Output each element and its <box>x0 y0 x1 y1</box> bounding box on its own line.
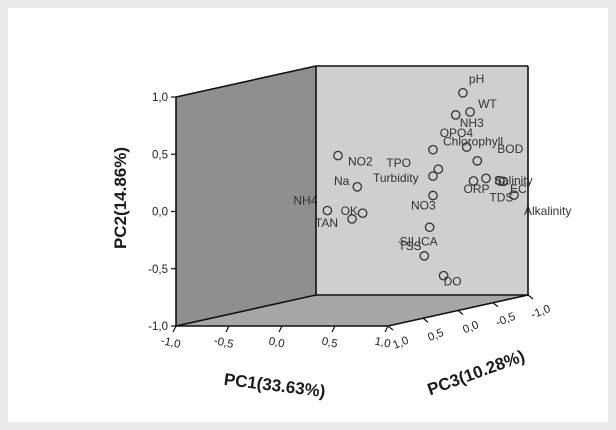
x-tick-mark <box>331 325 336 333</box>
data-point-wt <box>465 107 475 117</box>
data-point-no2 <box>333 150 343 161</box>
point-label-silica: SILICA <box>400 234 438 248</box>
data-point-no3 <box>428 190 438 201</box>
edge-left-top <box>175 65 317 98</box>
x-axis-title: PC1(33.63%) <box>223 370 327 401</box>
point-label-orp: ORP <box>464 182 490 196</box>
y-axis-title: PC2(14.86%) <box>111 147 130 249</box>
y-tick-label: 1,0 <box>152 92 168 104</box>
z-tick-label: -1,0 <box>529 303 552 322</box>
point-label-no2: NO2 <box>348 155 373 169</box>
data-point-silica <box>424 222 435 233</box>
data-point-chlorophyll <box>428 144 438 155</box>
z-tick-label: 1,0 <box>391 335 410 352</box>
data-point-ph <box>458 87 468 98</box>
edge-right-bottom <box>387 294 529 327</box>
edge-left-bottom <box>175 294 317 327</box>
pca-3d-loading-plot: -1,0-0,50,00,51,0-1,0 -0,5 0,0 0,5 1,0 1,0 0,5… <box>111 65 571 401</box>
z-tick-label: 0,5 <box>426 327 445 344</box>
data-point-salinity <box>481 173 491 184</box>
point-label-tds: TDS <box>489 190 513 204</box>
data-point-opo4 <box>461 142 472 152</box>
y-tick-label: -0,5 <box>148 264 168 276</box>
x-tick-mark <box>278 325 283 333</box>
point-label-ph: pH <box>469 72 484 86</box>
data-point-alkalinity <box>509 190 519 200</box>
point-label-tss: TSS <box>398 239 421 253</box>
data-point-ec <box>495 176 505 186</box>
point-label-na: Na <box>334 174 350 188</box>
x-tick-label: 0,0 <box>268 336 286 351</box>
point-label-tpo: TPO <box>386 156 411 170</box>
floor <box>176 295 528 326</box>
back-wall <box>316 66 528 295</box>
point-label-ec: EC <box>510 182 527 196</box>
point-label-chlorophyll: Chlorophyll <box>443 135 503 149</box>
data-point-bod <box>472 155 483 166</box>
z-axis-title: PC3(10.28%) <box>425 346 527 399</box>
point-label-opo4: OPO4 <box>440 126 474 140</box>
left-wall <box>176 66 316 326</box>
data-point-orp <box>468 176 479 186</box>
data-point-tss <box>419 251 430 261</box>
z-tick-mark <box>387 325 394 331</box>
x-tick-mark <box>384 325 389 333</box>
x-tick-label: 0,5 <box>321 336 339 351</box>
y-tick-label: 0,5 <box>152 149 168 161</box>
point-label-ok: OK <box>341 204 358 218</box>
point-label-do: DO <box>444 275 462 289</box>
data-point-turbidity <box>428 171 438 181</box>
z-tick-mark <box>527 294 534 300</box>
point-label-no3: NO3 <box>411 199 436 213</box>
x-tick-label: -1,0 <box>160 335 182 351</box>
x-tick-mark <box>225 325 230 333</box>
point-label-turbidity: Turbidity <box>373 171 419 185</box>
z-tick-mark <box>457 310 464 315</box>
z-tick-label: 0,0 <box>461 319 480 336</box>
data-point-do <box>438 270 449 281</box>
z-tick-label: -0,5 <box>494 311 517 330</box>
point-label-alkalinity: Alkalinity <box>524 204 571 218</box>
point-label-wt: WT <box>478 97 497 111</box>
x-tick-label: -0,5 <box>213 335 235 351</box>
point-label-bod: BOD <box>497 142 523 156</box>
point-label-nh3: NH3 <box>460 116 484 130</box>
y-tick-label: 0,0 <box>152 207 168 219</box>
point-label-tan: TAN <box>315 216 338 230</box>
y-tick-label: -1,0 <box>148 321 168 333</box>
data-point-nh3 <box>450 110 461 120</box>
point-label-salinity: Salinity <box>494 173 533 187</box>
data-point-na <box>352 181 363 192</box>
data-point-tds <box>498 176 509 187</box>
data-point-nh4 <box>322 205 333 216</box>
chart-frame: -1,0 -0,5 0,0 0,5 1,0 -1,0 -0,5 0,0 0,5 1,0 1,0 0,5… <box>8 8 608 422</box>
z-tick-mark <box>492 302 499 308</box>
z-tick-mark <box>422 317 429 323</box>
data-point-tan <box>347 214 357 224</box>
point-label-nh4: NH4 <box>293 194 317 208</box>
x-tick-label: 1,0 <box>374 336 392 351</box>
data-point-tpo <box>433 164 444 175</box>
x-tick-mark <box>172 325 177 333</box>
data-point-ok <box>357 208 368 219</box>
